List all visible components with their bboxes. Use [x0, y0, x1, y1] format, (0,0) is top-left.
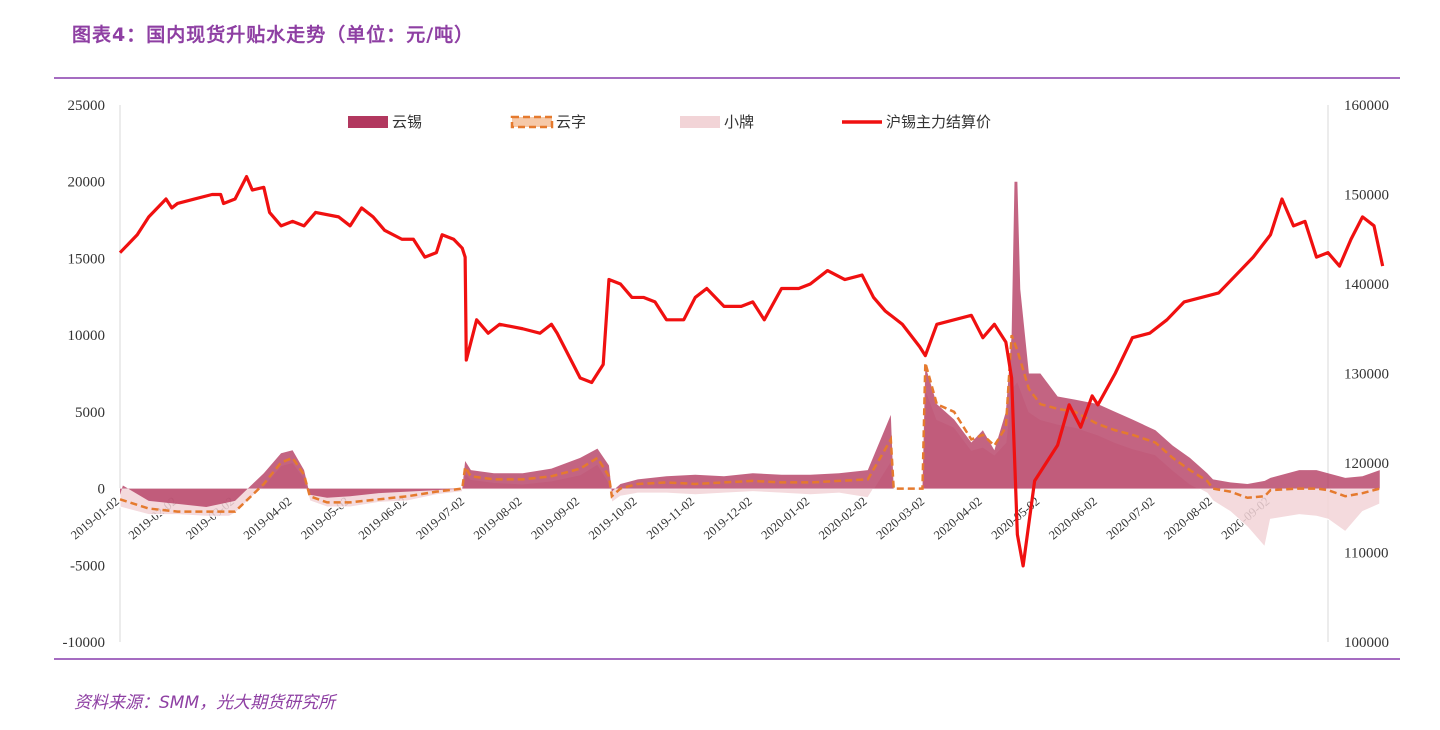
- y-left-tick-label: 15000: [68, 251, 106, 267]
- x-tick-label: 2019-04-02: [241, 494, 295, 542]
- y-left-tick-label: 10000: [68, 328, 106, 344]
- legend-yunxi-swatch: [348, 116, 388, 128]
- bottom-divider: [54, 658, 1400, 660]
- x-tick-label: 2020-02-02: [816, 494, 870, 542]
- legend-price-label: 沪锡主力结算价: [886, 113, 991, 131]
- yunxi-series: [120, 181, 1380, 507]
- legend: 云锡 云字 小牌 沪锡主力结算价: [348, 113, 991, 131]
- x-tick-label: 2020-03-02: [874, 494, 928, 542]
- x-tick-label: 2020-06-02: [1046, 494, 1100, 542]
- top-divider: [54, 77, 1400, 79]
- legend-yunzi-swatch: [510, 115, 554, 129]
- y-left-tick-label: 20000: [68, 175, 106, 191]
- x-tick-label: 2019-08-02: [471, 494, 525, 542]
- y-right-tick-label: 110000: [1344, 546, 1388, 562]
- y-right-tick-label: 120000: [1344, 456, 1389, 472]
- legend-xiaopai-label: 小牌: [724, 113, 754, 131]
- y-left-tick-label: -10000: [63, 635, 106, 651]
- y-right-tick-label: 160000: [1344, 98, 1389, 114]
- source-note: 资料来源：SMM，光大期货研究所: [74, 693, 336, 713]
- y-right-tick-label: 100000: [1344, 635, 1389, 651]
- x-tick-label: 2020-01-02: [759, 494, 813, 542]
- chart-title: 图表4：国内现货升贴水走势（单位：元/吨）: [72, 24, 475, 46]
- y-right-tick-label: 130000: [1344, 367, 1389, 383]
- y-left-tick-label: 25000: [68, 98, 106, 114]
- x-tick-label: 2020-08-02: [1161, 494, 1215, 542]
- legend-yunzi-label: 云字: [556, 113, 586, 131]
- x-tick-label: 2019-07-02: [413, 494, 467, 542]
- yunzi-line: [119, 334, 1381, 513]
- x-tick-label: 2020-04-02: [931, 494, 985, 542]
- yunxi-area: [120, 181, 1380, 507]
- y-left-tick-label: -5000: [70, 558, 105, 574]
- y-left-tick-label: 5000: [75, 405, 105, 421]
- x-tick-label: 2019-09-02: [528, 494, 582, 542]
- price-series: [118, 175, 1385, 568]
- legend-xiaopai-swatch: [680, 116, 720, 128]
- price-line: [118, 175, 1385, 568]
- y-right-tick-label: 150000: [1344, 188, 1389, 204]
- x-tick-label: 2019-11-02: [644, 494, 697, 542]
- yunzi-series: [119, 334, 1381, 513]
- y-right-tick-label: 140000: [1344, 277, 1389, 293]
- y-left-tick-label: 0: [98, 482, 106, 498]
- legend-yunxi-label: 云锡: [392, 113, 422, 131]
- axes-layer: -10000 -5000 0 5000 10000 15000 20000 25000 1000…: [63, 98, 1390, 651]
- x-tick-label: 2019-12-02: [701, 494, 755, 542]
- x-tick-label: 2020-07-02: [1104, 494, 1158, 542]
- x-tick-label: 2019-01-02: [68, 494, 122, 542]
